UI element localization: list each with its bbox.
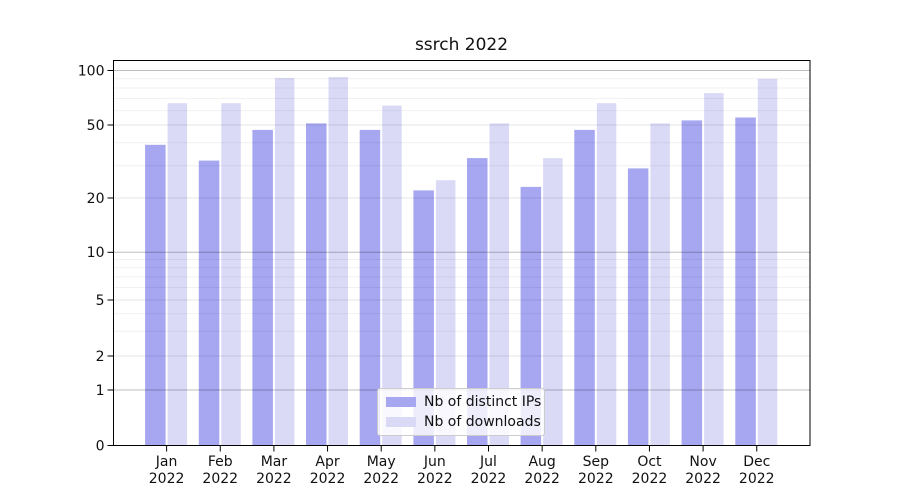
x-tick-label-feb-year: 2022	[202, 471, 238, 487]
legend-swatch-downloads	[386, 416, 416, 427]
legend-item: Nb of downloads	[386, 414, 541, 430]
bar-downloads-may	[382, 105, 402, 446]
y-tick-label-20: 20	[87, 191, 105, 207]
legend-label-downloads: Nb of downloads	[424, 413, 541, 430]
bar-ips-apr	[306, 123, 327, 446]
bar-downloads-mar	[274, 77, 295, 446]
x-tick-label-jan-year: 2022	[149, 471, 185, 487]
bar-downloads-oct	[650, 123, 670, 446]
x-tick-label-oct: Oct	[637, 454, 662, 470]
x-tick-label-nov: Nov	[689, 454, 716, 470]
x-tick-label-mar: Mar	[261, 454, 288, 470]
x-tick-label-oct-year: 2022	[632, 471, 668, 487]
bar-downloads-jan	[167, 103, 188, 446]
bar-downloads-apr	[328, 77, 348, 446]
bar-downloads-dec	[757, 78, 778, 446]
plot-border	[113, 60, 811, 446]
bar-ips-feb	[198, 160, 220, 446]
x-tick-label-jul-year: 2022	[471, 471, 507, 487]
x-tick-label-jun-year: 2022	[417, 471, 453, 487]
bar-ips-mar	[252, 129, 273, 446]
y-tick-label-1: 1	[96, 383, 105, 399]
x-tick-label-apr: Apr	[315, 454, 339, 470]
x-tick-label-sep: Sep	[583, 454, 610, 470]
bar-downloads-sep	[596, 103, 617, 446]
x-tick-label-aug-year: 2022	[524, 471, 560, 487]
y-tick-label-50: 50	[87, 118, 105, 134]
bar-downloads-aug	[543, 158, 563, 446]
legend-swatch-ips	[386, 397, 416, 408]
bar-ips-jan	[145, 144, 166, 446]
x-tick-label-dec-year: 2022	[739, 471, 775, 487]
x-tick-label-jun: Jun	[423, 454, 446, 470]
bar-ips-aug	[520, 186, 542, 446]
bar-ips-jun	[413, 190, 434, 446]
x-tick-label-apr-year: 2022	[310, 471, 346, 487]
bar-ips-nov	[681, 120, 703, 446]
x-tick-label-jan: Jan	[155, 454, 178, 470]
bar-ips-sep	[574, 129, 595, 446]
bar-ips-dec	[735, 117, 756, 446]
bar-ips-oct	[627, 168, 649, 446]
x-tick-label-dec: Dec	[743, 454, 770, 470]
x-tick-label-feb: Feb	[208, 454, 233, 470]
x-tick-label-nov-year: 2022	[685, 471, 721, 487]
bar-ips-jul	[467, 158, 488, 446]
bar-downloads-nov	[704, 93, 724, 446]
legend-item: Nb of distinct IPs	[386, 394, 541, 410]
y-tick-label-10: 10	[87, 245, 105, 261]
y-tick-label-5: 5	[96, 293, 105, 309]
x-tick-label-may: May	[367, 454, 396, 470]
x-tick-label-mar-year: 2022	[256, 471, 292, 487]
bar-downloads-jul	[489, 123, 509, 446]
chart-title: ssrch 2022	[414, 35, 509, 55]
bar-downloads-feb	[221, 103, 241, 446]
bar-ips-may	[359, 129, 381, 446]
y-tick-label-0: 0	[96, 438, 105, 454]
legend: Nb of distinct IPs Nb of downloads	[377, 388, 545, 436]
legend-label-ips: Nb of distinct IPs	[424, 394, 542, 411]
bar-downloads-jun	[435, 180, 456, 446]
y-tick-label-2: 2	[96, 349, 105, 365]
x-tick-label-jul: Jul	[479, 454, 497, 470]
x-tick-label-aug: Aug	[528, 454, 555, 470]
y-tick-label-100: 100	[78, 63, 105, 79]
x-tick-label-sep-year: 2022	[578, 471, 614, 487]
x-tick-label-may-year: 2022	[363, 471, 399, 487]
